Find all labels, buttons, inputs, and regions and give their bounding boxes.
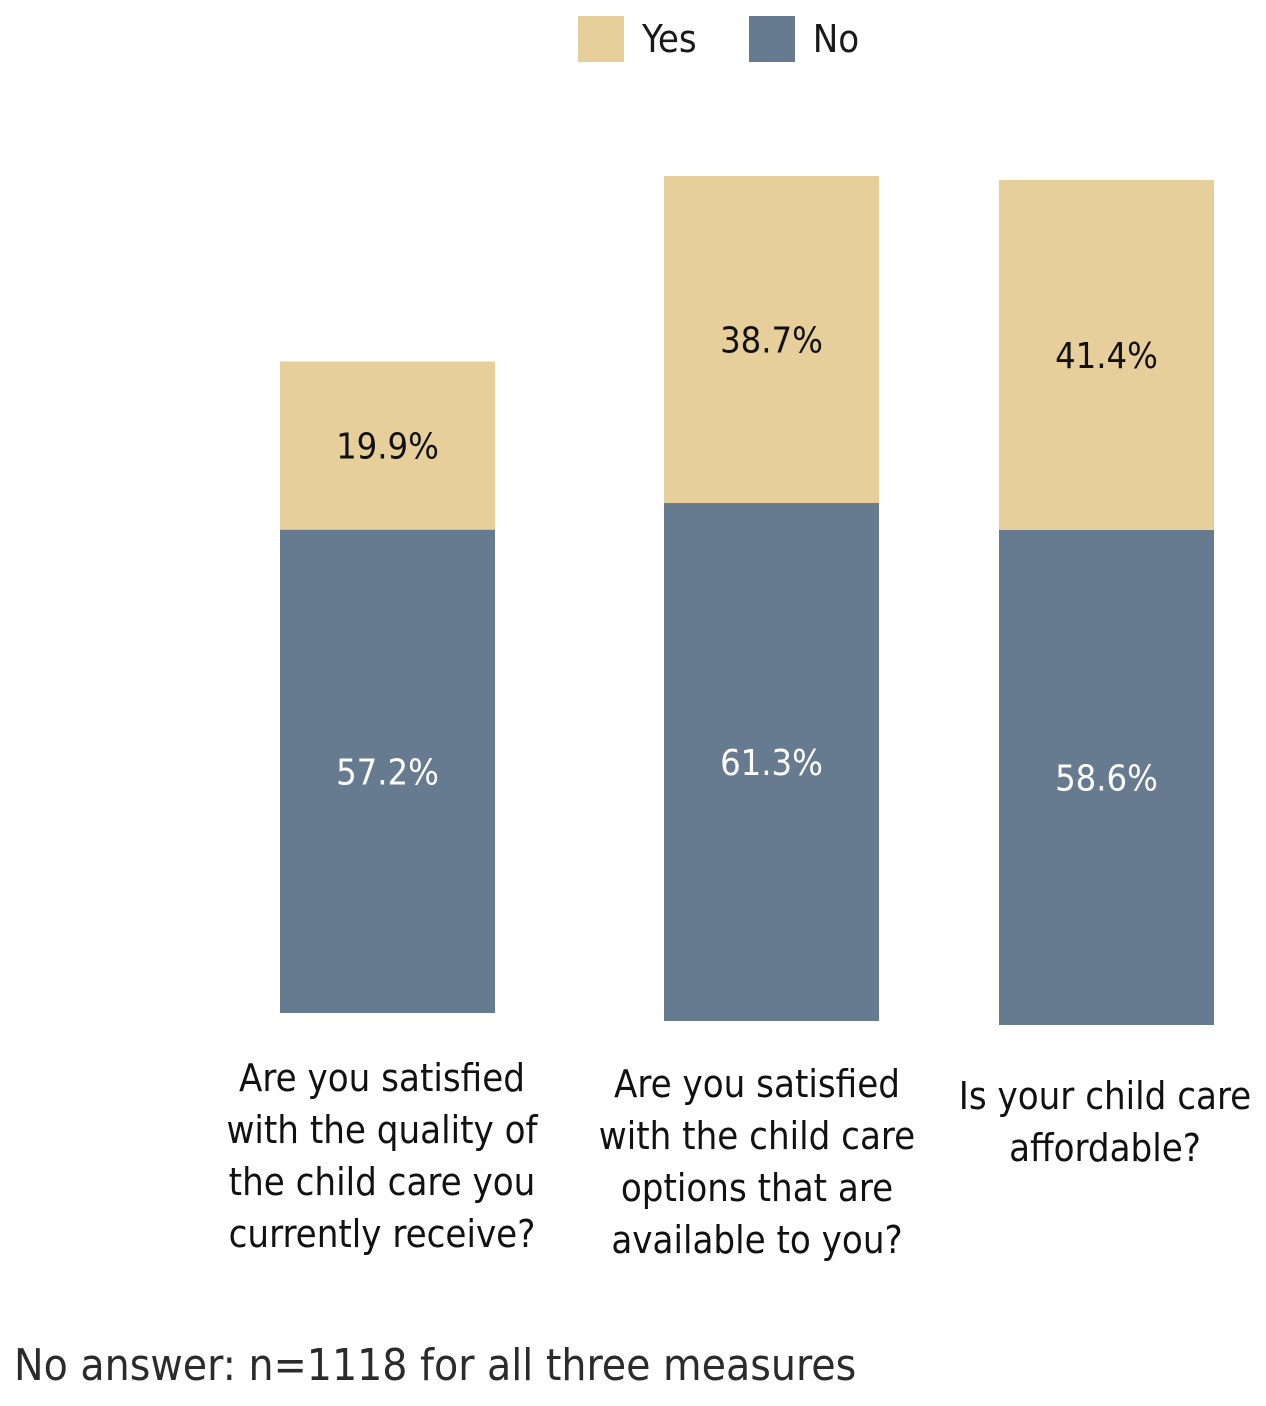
bar-yes-quality [280,361,495,530]
data-label-no-affordable: 58.6% [1055,758,1158,799]
legend-item-yes: Yes [578,16,697,62]
legend-label-no: No [812,17,860,61]
legend-swatch-yes [578,16,624,62]
bar-no-affordable [999,529,1214,1025]
category-label-options: Are you satisfied with the child care op… [598,1062,916,1262]
bar-no-options [664,503,879,1021]
legend-label-yes: Yes [642,17,697,61]
data-label-yes-options: 38.7% [720,321,823,362]
bar-yes-affordable [999,180,1214,530]
category-label-quality: Are you satisfied with the quality of th… [226,1056,538,1256]
footnote: No answer: n=1118 for all three measures [14,1340,857,1391]
bar-no-quality [280,529,495,1013]
data-label-no-options: 61.3% [720,743,823,784]
legend-item-no: No [748,16,860,62]
data-label-yes-affordable: 41.4% [1055,336,1158,377]
data-label-yes-quality: 19.9% [336,427,439,468]
data-label-no-quality: 57.2% [336,752,439,793]
category-label-affordable: Is your child care affordable? [958,1074,1252,1170]
legend-swatch-no [748,16,795,62]
legend: Yes No [578,16,911,62]
bar-yes-options [664,176,879,504]
